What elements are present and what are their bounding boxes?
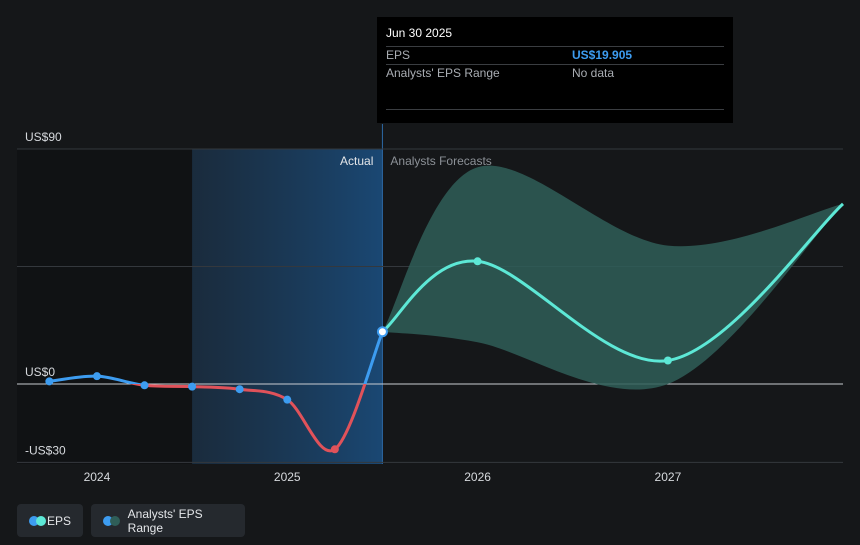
tooltip-row-range: Analysts' EPS Range No data xyxy=(386,64,724,82)
eps-actual-point xyxy=(45,377,54,386)
legend-label-eps: EPS xyxy=(46,513,71,528)
eps-actual-point xyxy=(330,445,339,454)
actual-background xyxy=(17,149,193,464)
range-legend-icon xyxy=(103,515,120,526)
x-tick-label: 2025 xyxy=(274,470,301,484)
eps-actual-point xyxy=(283,395,292,404)
legend-item-eps[interactable]: EPS xyxy=(17,504,83,537)
x-tick-label: 2027 xyxy=(655,470,682,484)
hover-tooltip: Jun 30 2025 EPS US$19.905 Analysts' EPS … xyxy=(377,17,733,123)
eps-actual-point xyxy=(188,382,197,391)
highlight-band xyxy=(192,149,383,464)
eps-actual-point xyxy=(140,381,149,390)
tooltip-eps-label: EPS xyxy=(386,48,411,62)
legend-label-range: Analysts' EPS Range xyxy=(127,506,203,535)
tooltip-range-value: No data xyxy=(572,66,615,80)
eps-actual-point xyxy=(235,385,244,394)
eps-forecast-point xyxy=(663,356,672,365)
eps-forecast-point xyxy=(473,257,482,266)
tooltip-row-eps: EPS US$19.905 xyxy=(386,46,724,64)
legend-item-range[interactable]: Analysts' EPS Range xyxy=(91,504,245,537)
x-tick-label: 2026 xyxy=(464,470,491,484)
y-tick-label: US$0 xyxy=(25,365,55,379)
tooltip-eps-value: US$19.905 xyxy=(572,48,633,62)
tooltip-divider xyxy=(386,109,724,110)
forecast-section-label: Analysts Forecasts xyxy=(390,154,491,168)
y-tick-label: US$90 xyxy=(25,130,62,144)
analysts-eps-range-band xyxy=(382,165,843,390)
tooltip-date: Jun 30 2025 xyxy=(386,26,453,40)
eps-actual-line-positive xyxy=(49,331,384,384)
y-tick-label: -US$30 xyxy=(25,443,66,457)
eps-chart: US$90 US$0 -US$30 2024 2025 2026 2027 Actual Ana… xyxy=(17,124,845,484)
eps-forecast-line xyxy=(381,202,845,363)
tooltip-range-label: Analysts' EPS Range xyxy=(386,66,500,80)
x-tick-label: 2024 xyxy=(84,470,111,484)
eps-actual-point xyxy=(92,372,101,381)
eps-hover-point xyxy=(376,326,388,338)
eps-legend-icon xyxy=(29,515,46,526)
actual-section-label: Actual xyxy=(340,154,373,168)
